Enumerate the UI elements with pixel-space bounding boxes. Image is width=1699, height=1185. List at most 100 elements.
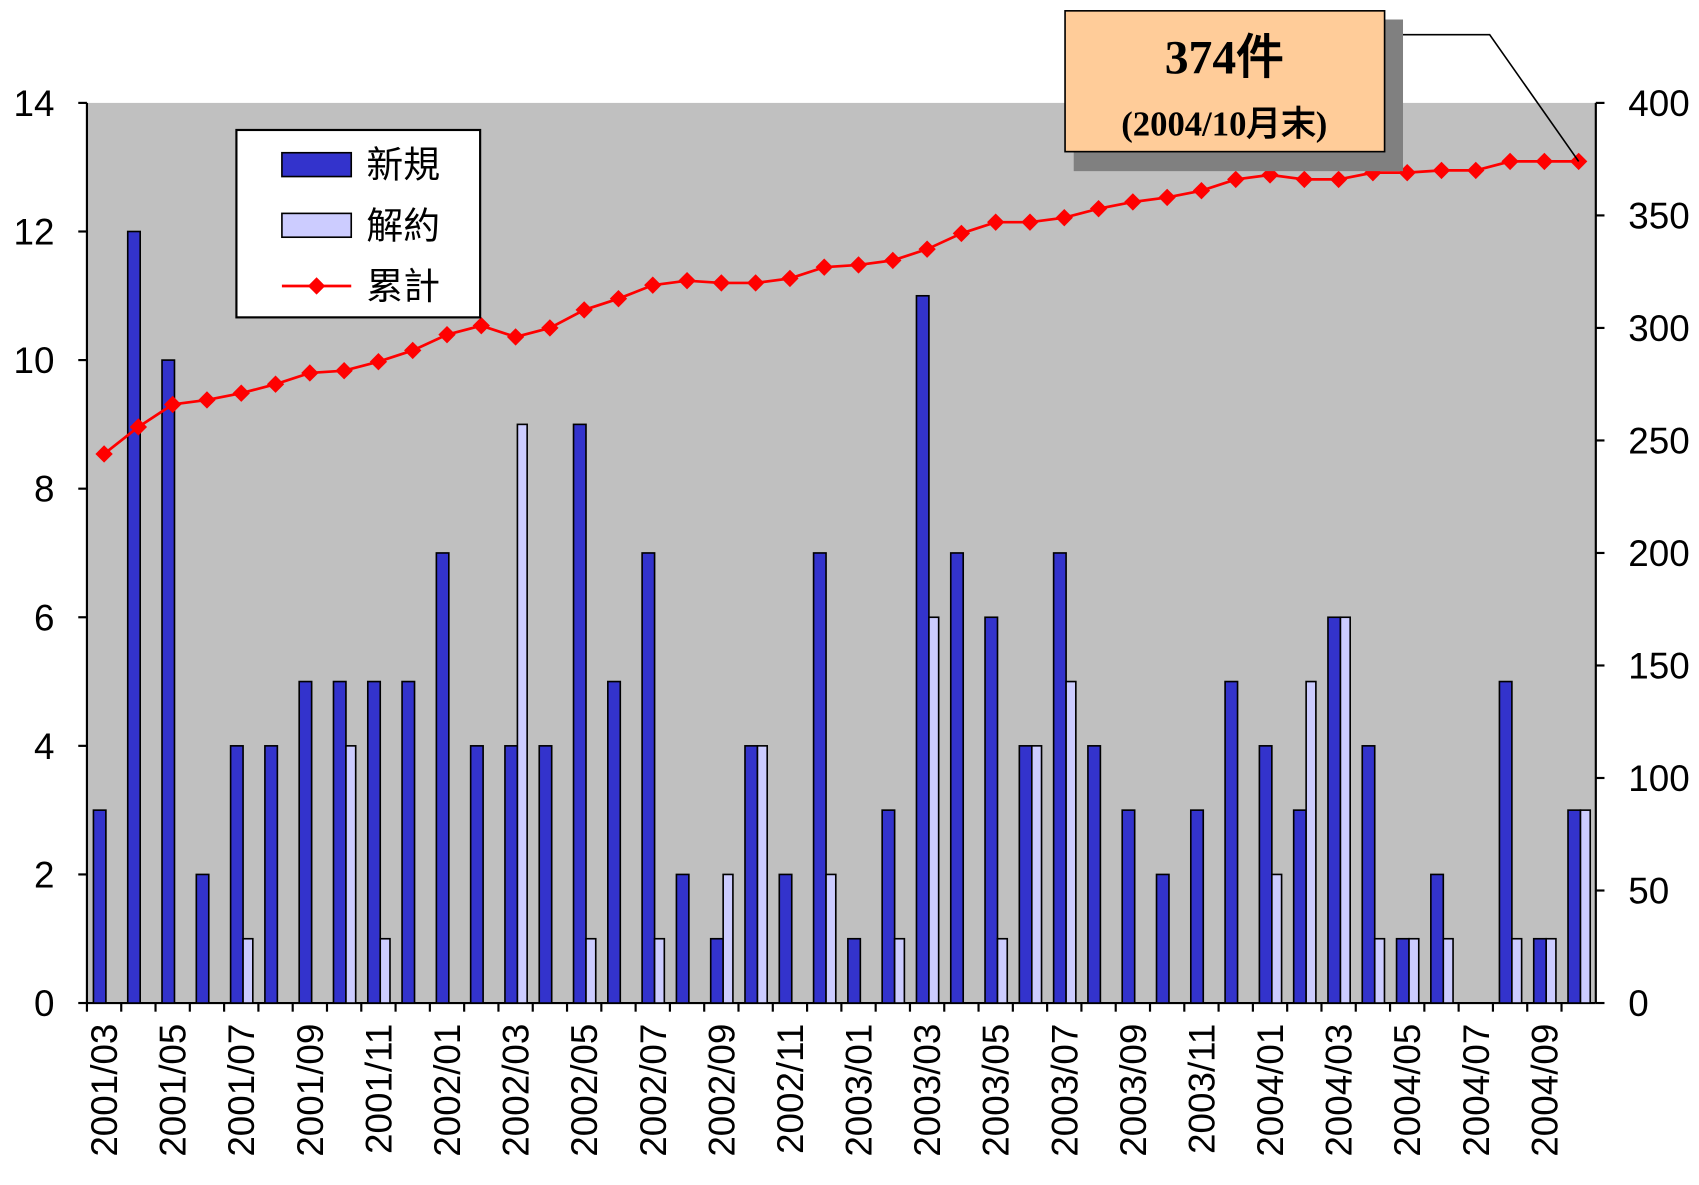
bar — [1567, 809, 1582, 1004]
line-marker — [952, 224, 971, 243]
line-marker — [987, 213, 1005, 231]
bar — [1579, 809, 1592, 1004]
bar — [1189, 809, 1205, 1004]
bar — [229, 745, 244, 1004]
bar — [401, 680, 416, 1004]
bar — [1271, 873, 1283, 1004]
line-marker — [609, 290, 628, 308]
line-marker — [266, 375, 285, 393]
line-marker — [1295, 170, 1313, 189]
line-marker — [541, 319, 559, 337]
bar — [1430, 873, 1445, 1004]
bar — [1408, 937, 1420, 1004]
bar — [1395, 937, 1410, 1004]
line-marker — [644, 276, 662, 294]
x-tick-label: 2004/09 — [1524, 1024, 1565, 1157]
x-tick-label: 2003/11 — [1181, 1024, 1222, 1154]
bar — [1339, 616, 1351, 1004]
bar — [516, 423, 528, 1004]
bar — [984, 616, 999, 1004]
y-tick-label: 12 — [13, 211, 54, 252]
legend-box — [235, 128, 482, 319]
line-marker — [198, 391, 216, 409]
bar — [435, 552, 450, 1004]
bar — [607, 680, 622, 1004]
bar — [379, 937, 391, 1004]
x-tick-label: 2001/09 — [290, 1024, 331, 1157]
bar — [1498, 680, 1513, 1004]
line-marker — [335, 362, 353, 380]
bar — [812, 552, 827, 1004]
x-tick-label: 2003/07 — [1044, 1024, 1085, 1157]
y-tick-label: 8 — [34, 469, 54, 510]
line-marker — [301, 364, 319, 382]
y-tick-label: 10 — [13, 340, 54, 381]
x-tick-label: 2002/03 — [496, 1024, 537, 1157]
x-tick-label: 2003/09 — [1113, 1024, 1154, 1157]
legend-label: 解約 — [366, 205, 440, 246]
x-tick-label: 2002/09 — [701, 1024, 742, 1157]
x-tick-label: 2002/11 — [770, 1024, 811, 1154]
bar — [778, 873, 793, 1004]
bar — [1258, 745, 1273, 1004]
bar — [1030, 745, 1043, 1004]
bar — [1224, 680, 1239, 1004]
x-tick-label: 2004/01 — [1250, 1024, 1291, 1157]
bar — [92, 809, 107, 1004]
bar — [1065, 680, 1077, 1004]
bar — [847, 937, 862, 1004]
bar — [572, 423, 587, 1004]
bar — [538, 745, 553, 1004]
bar — [195, 873, 210, 1004]
annotation: 374件 — [1165, 32, 1284, 85]
x-tick-label: 2003/01 — [839, 1024, 880, 1157]
legend-swatch — [307, 277, 326, 295]
line-marker — [575, 301, 593, 319]
line-marker — [1227, 170, 1245, 189]
legend-label: 累計 — [366, 266, 440, 307]
callout-box — [1064, 10, 1386, 153]
bar — [1545, 937, 1557, 1004]
bar — [881, 809, 896, 1004]
x-tick-label: 2002/05 — [564, 1024, 605, 1157]
line-marker — [232, 384, 250, 402]
bar — [1442, 937, 1454, 1004]
bar — [1373, 937, 1386, 1004]
bar — [332, 680, 347, 1004]
bar — [1361, 745, 1376, 1004]
bar — [825, 873, 837, 1004]
annotation: (2004/10月末) — [1121, 105, 1327, 143]
bar — [1292, 809, 1307, 1004]
y2-tick-label: 250 — [1628, 420, 1689, 461]
bar — [722, 873, 734, 1004]
bar — [1018, 745, 1033, 1004]
x-tick-label: 2001/03 — [84, 1024, 125, 1157]
leader-line — [1384, 33, 1580, 162]
x-tick-label: 2004/03 — [1319, 1024, 1360, 1157]
bar — [469, 745, 484, 1004]
bar — [345, 745, 357, 1004]
legend-swatch — [281, 212, 353, 239]
x-tick-label: 2004/07 — [1456, 1024, 1497, 1157]
bar — [996, 937, 1009, 1004]
line-marker — [438, 326, 456, 344]
bar — [675, 873, 690, 1004]
line-marker — [781, 269, 799, 288]
bar — [1087, 745, 1102, 1004]
bar — [756, 745, 769, 1004]
line-marker — [95, 445, 113, 463]
bar — [161, 359, 176, 1004]
x-tick-label: 2001/11 — [358, 1024, 399, 1154]
y2-tick-label: 50 — [1628, 871, 1669, 912]
line-marker — [404, 341, 422, 360]
y2-tick-label: 350 — [1628, 195, 1689, 236]
x-tick-label: 2003/05 — [976, 1024, 1017, 1157]
line-marker — [164, 395, 182, 414]
x-tick-label: 2002/07 — [633, 1024, 674, 1157]
bar — [709, 937, 724, 1004]
bar — [264, 745, 279, 1004]
y-tick-label: 4 — [34, 726, 54, 767]
x-tick-label: 2001/05 — [153, 1024, 194, 1157]
line-marker — [1192, 181, 1211, 200]
